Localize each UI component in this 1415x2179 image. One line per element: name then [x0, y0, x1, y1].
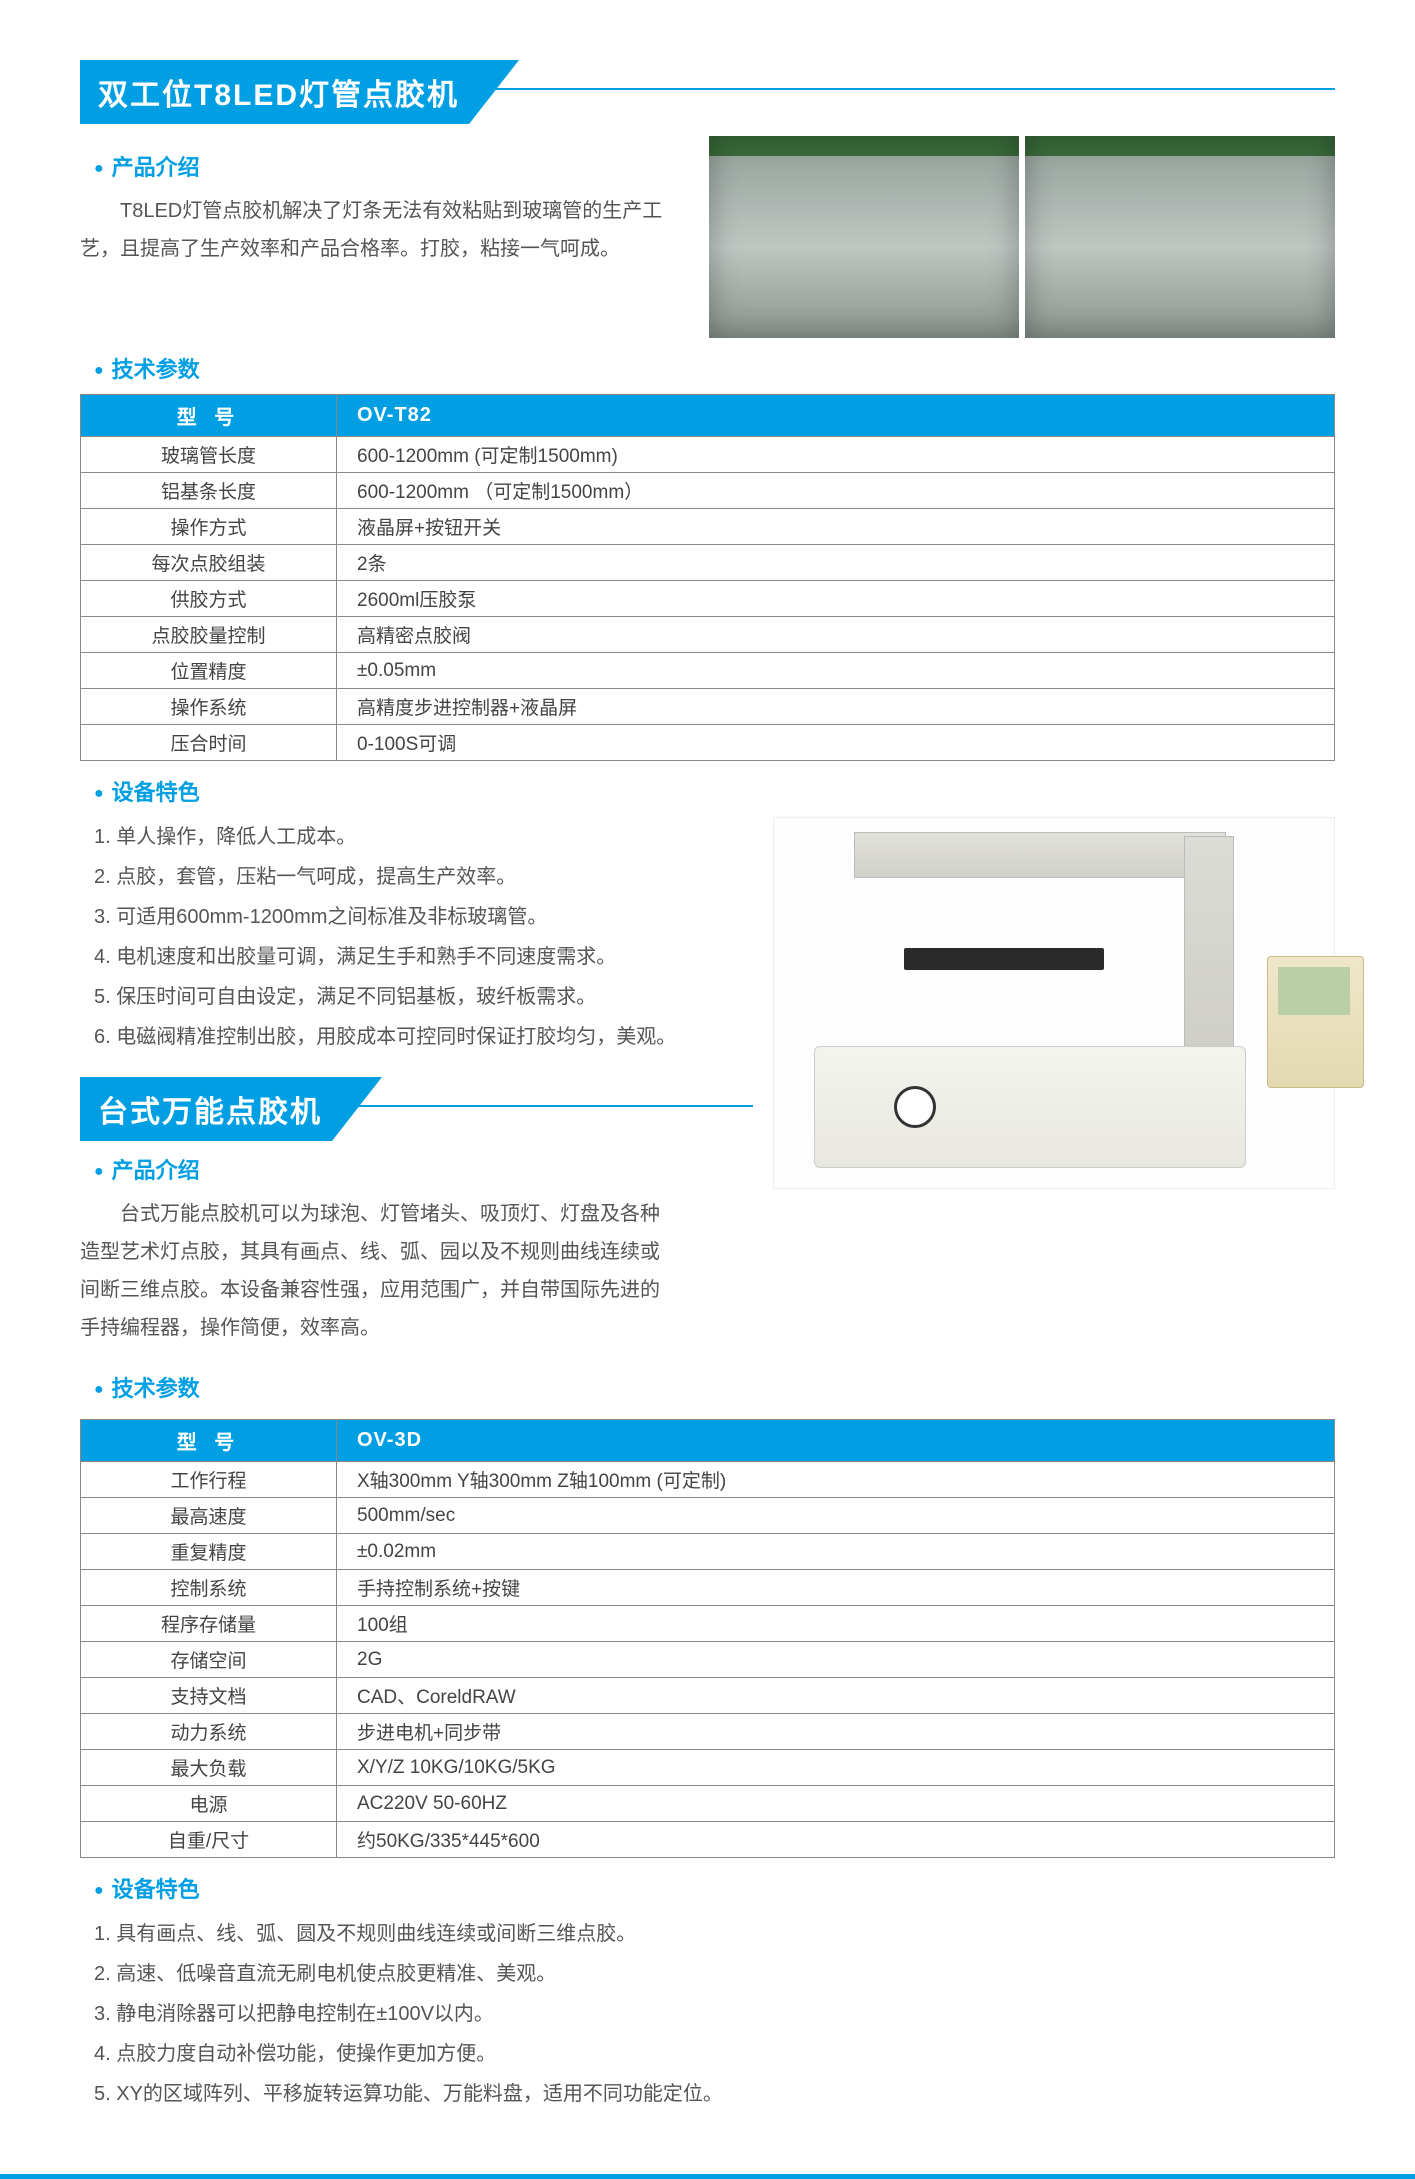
spec-value: 手持控制系统+按键	[337, 1570, 1335, 1606]
product1-photo-2	[1025, 136, 1335, 338]
product1-title-banner: 双工位T8LED灯管点胶机	[80, 60, 1335, 116]
product2-title-banner: 台式万能点胶机	[80, 1077, 753, 1133]
spec-label: 最大负载	[81, 1750, 337, 1786]
spec-value: 高精密点胶阀	[337, 617, 1335, 653]
table-row: 支持文档CAD、CoreldRAW	[81, 1678, 1335, 1714]
spec-value: 步进电机+同步带	[337, 1714, 1335, 1750]
spec-value: 2条	[337, 545, 1335, 581]
product1-photos	[709, 136, 1335, 338]
spec-header-value: OV-T82	[337, 395, 1335, 437]
product1-features: 1. 单人操作，降低人工成本。2. 点胶，套管，压粘一气呵成，提高生产效率。3.…	[94, 817, 753, 1057]
product1-intro-head: 产品介绍	[94, 150, 691, 182]
spec-value: ±0.02mm	[337, 1534, 1335, 1570]
table-row: 铝基条长度600-1200mm （可定制1500mm）	[81, 473, 1335, 509]
table-row: 玻璃管长度600-1200mm (可定制1500mm)	[81, 437, 1335, 473]
spec-value: ±0.05mm	[337, 653, 1335, 689]
table-row: 压合时间0-100S可调	[81, 725, 1335, 761]
feature-item: 5. XY的区域阵列、平移旋转运算功能、万能料盘，适用不同功能定位。	[94, 2074, 1335, 2114]
product1-title: 双工位T8LED灯管点胶机	[80, 60, 519, 124]
product1-photo-1	[709, 136, 1019, 338]
feature-item: 4. 点胶力度自动补偿功能，使操作更加方便。	[94, 2034, 1335, 2074]
product1-intro-text: T8LED灯管点胶机解决了灯条无法有效粘贴到玻璃管的生产工艺，且提高了生产效率和…	[80, 192, 691, 268]
feature-item: 1. 具有画点、线、弧、圆及不规则曲线连续或间断三维点胶。	[94, 1914, 1335, 1954]
product2-spec-table: 型 号 OV-3D 工作行程X轴300mm Y轴300mm Z轴100mm (可…	[80, 1419, 1335, 1858]
feature-item: 2. 点胶，套管，压粘一气呵成，提高生产效率。	[94, 857, 753, 897]
table-row: 位置精度±0.05mm	[81, 653, 1335, 689]
feature-item: 4. 电机速度和出胶量可调，满足生手和熟手不同速度需求。	[94, 937, 753, 977]
spec-label: 电源	[81, 1786, 337, 1822]
feature-item: 3. 可适用600mm-1200mm之间标准及非标玻璃管。	[94, 897, 753, 937]
feature-item: 2. 高速、低噪音直流无刷电机使点胶更精准、美观。	[94, 1954, 1335, 1994]
spec-header-label: 型 号	[81, 395, 337, 437]
table-row: 重复精度±0.02mm	[81, 1534, 1335, 1570]
spec-header-label: 型 号	[81, 1420, 337, 1462]
table-row: 动力系统步进电机+同步带	[81, 1714, 1335, 1750]
table-row: 点胶胶量控制高精密点胶阀	[81, 617, 1335, 653]
spec-label: 动力系统	[81, 1714, 337, 1750]
spec-header-value: OV-3D	[337, 1420, 1335, 1462]
spec-value: 0-100S可调	[337, 725, 1335, 761]
product2-intro-head: 产品介绍	[94, 1153, 753, 1185]
spec-label: 供胶方式	[81, 581, 337, 617]
table-row: 控制系统手持控制系统+按键	[81, 1570, 1335, 1606]
spec-value: 高精度步进控制器+液晶屏	[337, 689, 1335, 725]
spec-label: 控制系统	[81, 1570, 337, 1606]
spec-label: 程序存储量	[81, 1606, 337, 1642]
spec-label: 支持文档	[81, 1678, 337, 1714]
spec-value: 600-1200mm (可定制1500mm)	[337, 437, 1335, 473]
product2-feature-head: 设备特色	[94, 1872, 1335, 1904]
spec-value: 600-1200mm （可定制1500mm）	[337, 473, 1335, 509]
table-row: 操作系统高精度步进控制器+液晶屏	[81, 689, 1335, 725]
table-row: 最高速度500mm/sec	[81, 1498, 1335, 1534]
spec-label: 位置精度	[81, 653, 337, 689]
table-row: 每次点胶组装2条	[81, 545, 1335, 581]
product1-intro-row: 产品介绍 T8LED灯管点胶机解决了灯条无法有效粘贴到玻璃管的生产工艺，且提高了…	[80, 136, 1335, 338]
feature-item: 1. 单人操作，降低人工成本。	[94, 817, 753, 857]
spec-label: 每次点胶组装	[81, 545, 337, 581]
feature-item: 3. 静电消除器可以把静电控制在±100V以内。	[94, 1994, 1335, 2034]
table-row: 程序存储量100组	[81, 1606, 1335, 1642]
table-row: 存储空间2G	[81, 1642, 1335, 1678]
spec-value: 2600ml压胶泵	[337, 581, 1335, 617]
spec-label: 压合时间	[81, 725, 337, 761]
table-row: 最大负载X/Y/Z 10KG/10KG/5KG	[81, 1750, 1335, 1786]
feature-item: 6. 电磁阀精准控制出胶，用胶成本可控同时保证打胶均匀，美观。	[94, 1017, 753, 1057]
spec-value: X轴300mm Y轴300mm Z轴100mm (可定制)	[337, 1462, 1335, 1498]
spec-value: 液晶屏+按钮开关	[337, 509, 1335, 545]
table-row: 电源AC220V 50-60HZ	[81, 1786, 1335, 1822]
spec-value: X/Y/Z 10KG/10KG/5KG	[337, 1750, 1335, 1786]
table-row: 供胶方式2600ml压胶泵	[81, 581, 1335, 617]
product2-title: 台式万能点胶机	[80, 1077, 382, 1141]
product1-spec-table: 型 号 OV-T82 玻璃管长度600-1200mm (可定制1500mm)铝基…	[80, 394, 1335, 761]
product2-features: 1. 具有画点、线、弧、圆及不规则曲线连续或间断三维点胶。2. 高速、低噪音直流…	[94, 1914, 1335, 2114]
product1-feature-head: 设备特色	[94, 775, 1335, 807]
product2-spec-head: 技术参数	[94, 1371, 753, 1403]
product1-spec-head: 技术参数	[94, 352, 1335, 384]
spec-label: 操作系统	[81, 689, 337, 725]
spec-value: CAD、CoreldRAW	[337, 1678, 1335, 1714]
spec-label: 玻璃管长度	[81, 437, 337, 473]
table-row: 自重/尺寸约50KG/335*445*600	[81, 1822, 1335, 1858]
table-row: 工作行程X轴300mm Y轴300mm Z轴100mm (可定制)	[81, 1462, 1335, 1498]
spec-label: 工作行程	[81, 1462, 337, 1498]
spec-value: 2G	[337, 1642, 1335, 1678]
spec-label: 最高速度	[81, 1498, 337, 1534]
spec-value: 100组	[337, 1606, 1335, 1642]
product2-intro-text: 台式万能点胶机可以为球泡、灯管堵头、吸顶灯、灯盘及各种造型艺术灯点胶，其具有画点…	[80, 1195, 660, 1347]
spec-label: 重复精度	[81, 1534, 337, 1570]
product2-photo	[773, 817, 1335, 1189]
spec-label: 点胶胶量控制	[81, 617, 337, 653]
spec-label: 铝基条长度	[81, 473, 337, 509]
spec-label: 操作方式	[81, 509, 337, 545]
feature-item: 5. 保压时间可自由设定，满足不同铝基板，玻纤板需求。	[94, 977, 753, 1017]
spec-value: 500mm/sec	[337, 1498, 1335, 1534]
spec-value: 约50KG/335*445*600	[337, 1822, 1335, 1858]
spec-label: 自重/尺寸	[81, 1822, 337, 1858]
table-row: 操作方式液晶屏+按钮开关	[81, 509, 1335, 545]
spec-label: 存储空间	[81, 1642, 337, 1678]
spec-value: AC220V 50-60HZ	[337, 1786, 1335, 1822]
